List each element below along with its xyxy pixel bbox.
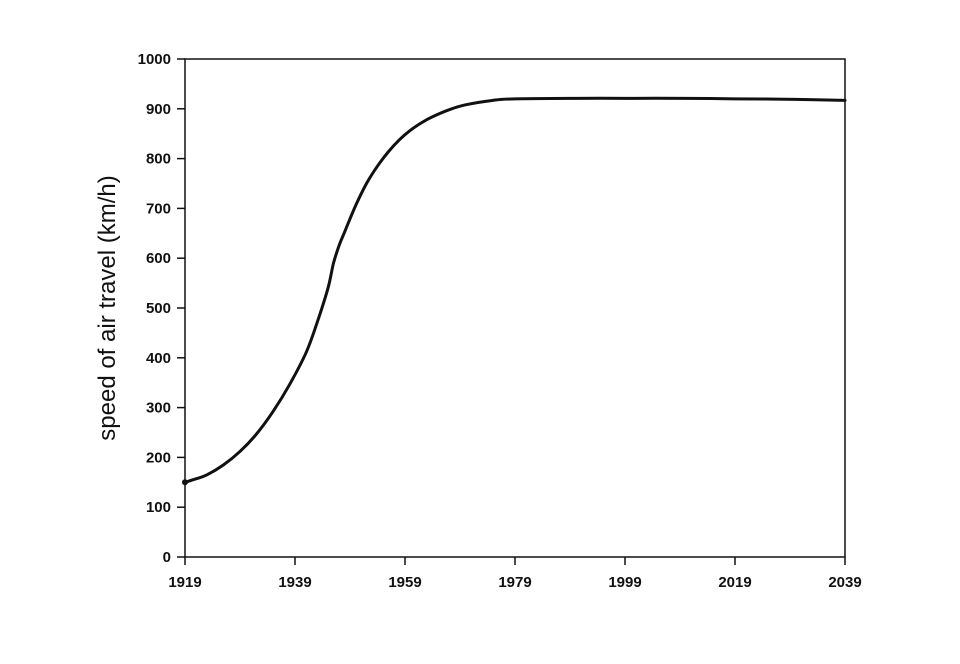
x-tick-label: 2039: [828, 574, 861, 591]
y-tick-label: 300: [146, 400, 171, 417]
y-axis: 0 100 200 300 400 500 600 700 800 900 1000: [138, 51, 185, 566]
x-tick-label: 1999: [608, 574, 641, 591]
y-tick-label: 0: [163, 549, 171, 566]
x-tick-label: 1959: [388, 574, 421, 591]
y-tick-label: 800: [146, 151, 171, 168]
y-tick-label: 200: [146, 449, 171, 466]
y-tick-label: 1000: [138, 51, 171, 68]
plot-frame: [184, 58, 846, 558]
y-tick-label: 100: [146, 499, 171, 516]
x-tick-label: 1919: [168, 574, 201, 591]
y-axis-title: speed of air travel (km/h): [94, 175, 121, 440]
series-line: [183, 96, 847, 484]
y-tick-label: 900: [146, 101, 171, 118]
x-axis: 1919 1939 1959 1979 1999 2019 2039: [168, 557, 862, 591]
x-tick-label: 1939: [278, 574, 311, 591]
x-tick-label: 1979: [498, 574, 531, 591]
y-tick-label: 400: [146, 350, 171, 367]
x-tick-label: 2019: [718, 574, 751, 591]
series-start-point: [182, 479, 188, 486]
y-tick-label: 500: [146, 300, 171, 317]
y-tick-label: 700: [146, 200, 171, 217]
y-tick-label: 600: [146, 250, 171, 267]
